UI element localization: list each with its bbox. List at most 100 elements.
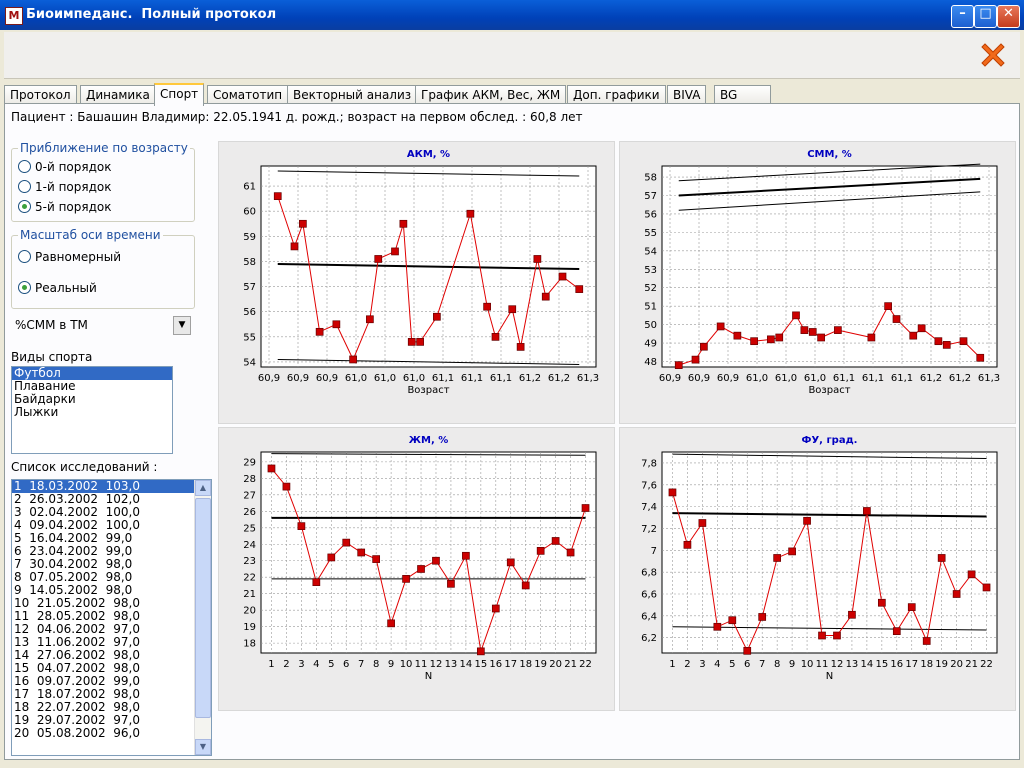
- data-point: [743, 646, 752, 655]
- scroll-up-icon[interactable]: ▲: [195, 480, 211, 496]
- tab-vector-analysis[interactable]: Векторный анализ: [287, 85, 418, 104]
- y-tick-label: 56: [243, 307, 256, 318]
- x-tick-label: 60,9: [316, 373, 338, 384]
- x-tick-label: 9: [388, 659, 394, 670]
- data-point: [299, 219, 307, 228]
- list-item[interactable]: 6 23.04.2002 99,0: [14, 544, 133, 558]
- tab-dynamics[interactable]: Динамика: [80, 85, 156, 104]
- y-tick-label: 6,6: [641, 590, 657, 601]
- data-point: [892, 627, 901, 636]
- chevron-down-icon[interactable]: ▼: [173, 316, 191, 335]
- x-tick-label: 6: [343, 659, 349, 670]
- y-tick-label: 7,6: [641, 480, 657, 491]
- list-item[interactable]: 20 05.08.2002 96,0: [14, 726, 140, 740]
- x-tick-label: 14: [861, 659, 874, 670]
- list-item[interactable]: Байдарки: [14, 392, 76, 406]
- list-item[interactable]: 12 04.06.2002 97,0: [14, 622, 140, 636]
- radio-uniform[interactable]: Равномерный: [18, 250, 121, 266]
- list-item[interactable]: 3 02.04.2002 100,0: [14, 505, 140, 519]
- sports-list[interactable]: Футбол Плавание Байдарки Лыжки: [11, 366, 173, 454]
- chart-akm-svg: АКМ, % 54 55 56 57 58 59 60 61 60,9 60,9 60,9 61,0 61…: [243, 149, 599, 396]
- x-tick-label: 5: [328, 659, 334, 670]
- list-item[interactable]: 17 18.07.2002 98,0: [14, 687, 140, 701]
- radio-label: 0-й порядок: [35, 160, 112, 174]
- list-item[interactable]: 18 22.07.2002 98,0: [14, 700, 140, 714]
- norm-line: [672, 512, 987, 518]
- maximize-button[interactable]: □: [974, 5, 997, 28]
- tab-somatotype[interactable]: Соматотип: [207, 85, 289, 104]
- radio-order-0[interactable]: 0-й порядок: [18, 160, 112, 176]
- x-tick-label: 18: [519, 659, 532, 670]
- scroll-thumb[interactable]: [195, 498, 211, 718]
- x-tick-label: 3: [298, 659, 304, 670]
- list-item[interactable]: Футбол: [12, 367, 172, 380]
- data-point: [691, 355, 700, 364]
- list-item[interactable]: 15 04.07.2002 98,0: [14, 661, 140, 675]
- x-tick-label: 12: [430, 659, 443, 670]
- chart-fat: ЖМ, % 18 19 20 21 22 23 24 25 26 27 28 29 1 2 3 4 5 6 7 8 9 10…: [218, 427, 615, 711]
- y-tick-label: 58: [243, 257, 256, 268]
- data-point: [402, 575, 410, 583]
- list-item[interactable]: 1 18.03.2002 103,0: [12, 480, 194, 493]
- list-item[interactable]: 10 21.05.2002 98,0: [14, 596, 140, 610]
- tab-protocol[interactable]: Протокол: [4, 85, 77, 104]
- x-axis-label: Возраст: [407, 385, 449, 396]
- x-tick-label: 20: [549, 659, 562, 670]
- x-tick-label: 61,0: [403, 373, 425, 384]
- chart-phase: ФУ, град. 6,2 6,4 6,6 6,8 7 7,2 7,4 7,6 7,8 1 2 3 4 5 6…: [619, 427, 1016, 711]
- x-axis-label: N: [826, 671, 833, 682]
- studies-list[interactable]: 1 18.03.2002 103,0 2 26.03.2002 102,0 3 02…: [11, 479, 212, 756]
- list-item[interactable]: 14 27.06.2002 98,0: [14, 648, 140, 662]
- x-tick-label: 61,2: [949, 373, 971, 384]
- close-x-icon[interactable]: [978, 40, 1008, 70]
- x-tick-label: 3: [699, 659, 705, 670]
- x-tick-label: 2: [283, 659, 289, 670]
- radio-order-5[interactable]: 5-й порядок: [18, 200, 112, 216]
- y-tick-label: 27: [243, 490, 256, 501]
- list-item[interactable]: Плавание: [14, 379, 76, 393]
- data-point: [462, 551, 470, 560]
- data-point: [767, 335, 775, 344]
- list-item[interactable]: 5 16.04.2002 99,0: [14, 531, 133, 545]
- list-item[interactable]: 13 11.06.2002 97,0: [14, 635, 140, 649]
- scroll-down-icon[interactable]: ▼: [195, 739, 211, 755]
- radio-order-1[interactable]: 1-й порядок: [18, 180, 112, 196]
- tab-biva[interactable]: BIVA: [667, 85, 707, 104]
- radio-label: 1-й порядок: [35, 180, 112, 194]
- x-tick-label: 61,1: [432, 373, 454, 384]
- data-point: [551, 537, 560, 545]
- data-point: [877, 598, 886, 607]
- data-point: [407, 338, 416, 346]
- list-item[interactable]: 9 14.05.2002 98,0: [14, 583, 133, 597]
- list-item[interactable]: 2 26.03.2002 102,0: [14, 492, 140, 506]
- list-item[interactable]: Лыжки: [14, 405, 59, 419]
- list-item[interactable]: 4 09.04.2002 100,0: [14, 518, 140, 532]
- norm-line: [678, 191, 981, 211]
- data-point: [349, 355, 357, 364]
- radio-label: 5-й порядок: [35, 200, 112, 214]
- tab-bg[interactable]: BG: [714, 85, 771, 104]
- radio-real[interactable]: Реальный: [18, 281, 97, 297]
- tab-sport[interactable]: Спорт: [154, 83, 205, 106]
- list-item[interactable]: 8 07.05.2002 98,0: [14, 570, 133, 584]
- studies-scrollbar[interactable]: ▲ ▼: [194, 480, 211, 755]
- parameter-select[interactable]: %СММ в ТМ ▼: [11, 315, 191, 335]
- list-item[interactable]: 7 30.04.2002 98,0: [14, 557, 133, 571]
- data-point: [733, 331, 742, 340]
- x-tick-label: 7: [358, 659, 364, 670]
- tab-extra-charts[interactable]: Доп. графики: [567, 85, 666, 104]
- list-item[interactable]: 19 29.07.2002 97,0: [14, 713, 140, 727]
- data-point: [433, 312, 441, 321]
- sports-label: Виды спорта: [11, 350, 93, 364]
- tab-akm-chart[interactable]: График АКМ, Вес, ЖМ: [415, 85, 567, 104]
- close-window-button[interactable]: ✕: [997, 5, 1020, 28]
- data-point: [541, 292, 550, 301]
- list-item[interactable]: 16 09.07.2002 99,0: [14, 674, 140, 688]
- radio-indicator: [18, 250, 31, 263]
- list-item[interactable]: 11 28.05.2002 98,0: [14, 609, 140, 623]
- data-point: [922, 637, 931, 645]
- series-line: [277, 195, 580, 361]
- x-tick-label: 4: [313, 659, 319, 670]
- minimize-button[interactable]: –: [951, 5, 974, 28]
- data-point: [399, 219, 408, 228]
